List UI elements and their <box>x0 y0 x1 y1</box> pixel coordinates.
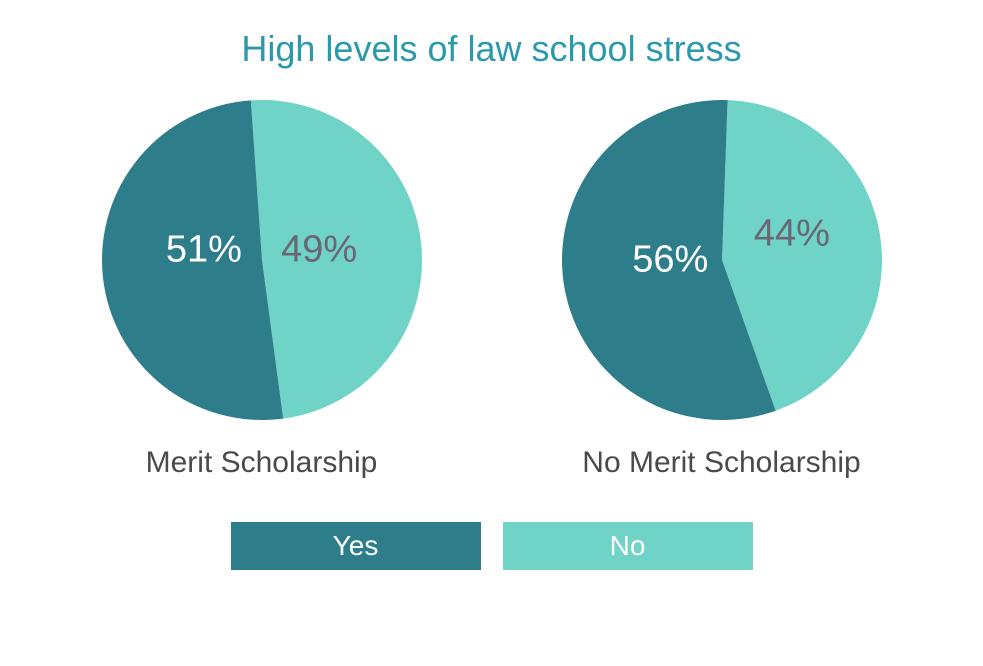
pie-merit: 51% 49% <box>102 100 422 420</box>
legend: Yes No <box>0 522 983 570</box>
pie-svg-merit <box>102 100 422 420</box>
chart-merit: 51% 49% Merit Scholarship <box>102 100 422 480</box>
sub-label-no-merit: No Merit Scholarship <box>582 446 860 480</box>
pct-yes-merit: 51% <box>166 229 242 272</box>
pct-no-merit: 49% <box>281 229 357 272</box>
chart-no-merit: 56% 44% No Merit Scholarship <box>562 100 882 480</box>
pct-yes-no-merit: 56% <box>632 239 708 282</box>
charts-row: 51% 49% Merit Scholarship 56% 44% No Mer… <box>0 100 983 480</box>
pct-no-no-merit: 44% <box>754 213 830 256</box>
sub-label-merit: Merit Scholarship <box>146 446 378 480</box>
pie-no-merit: 56% 44% <box>562 100 882 420</box>
pie-svg-no-merit <box>562 100 882 420</box>
legend-yes: Yes <box>231 522 481 570</box>
legend-no: No <box>503 522 753 570</box>
chart-title: High levels of law school stress <box>0 0 983 70</box>
